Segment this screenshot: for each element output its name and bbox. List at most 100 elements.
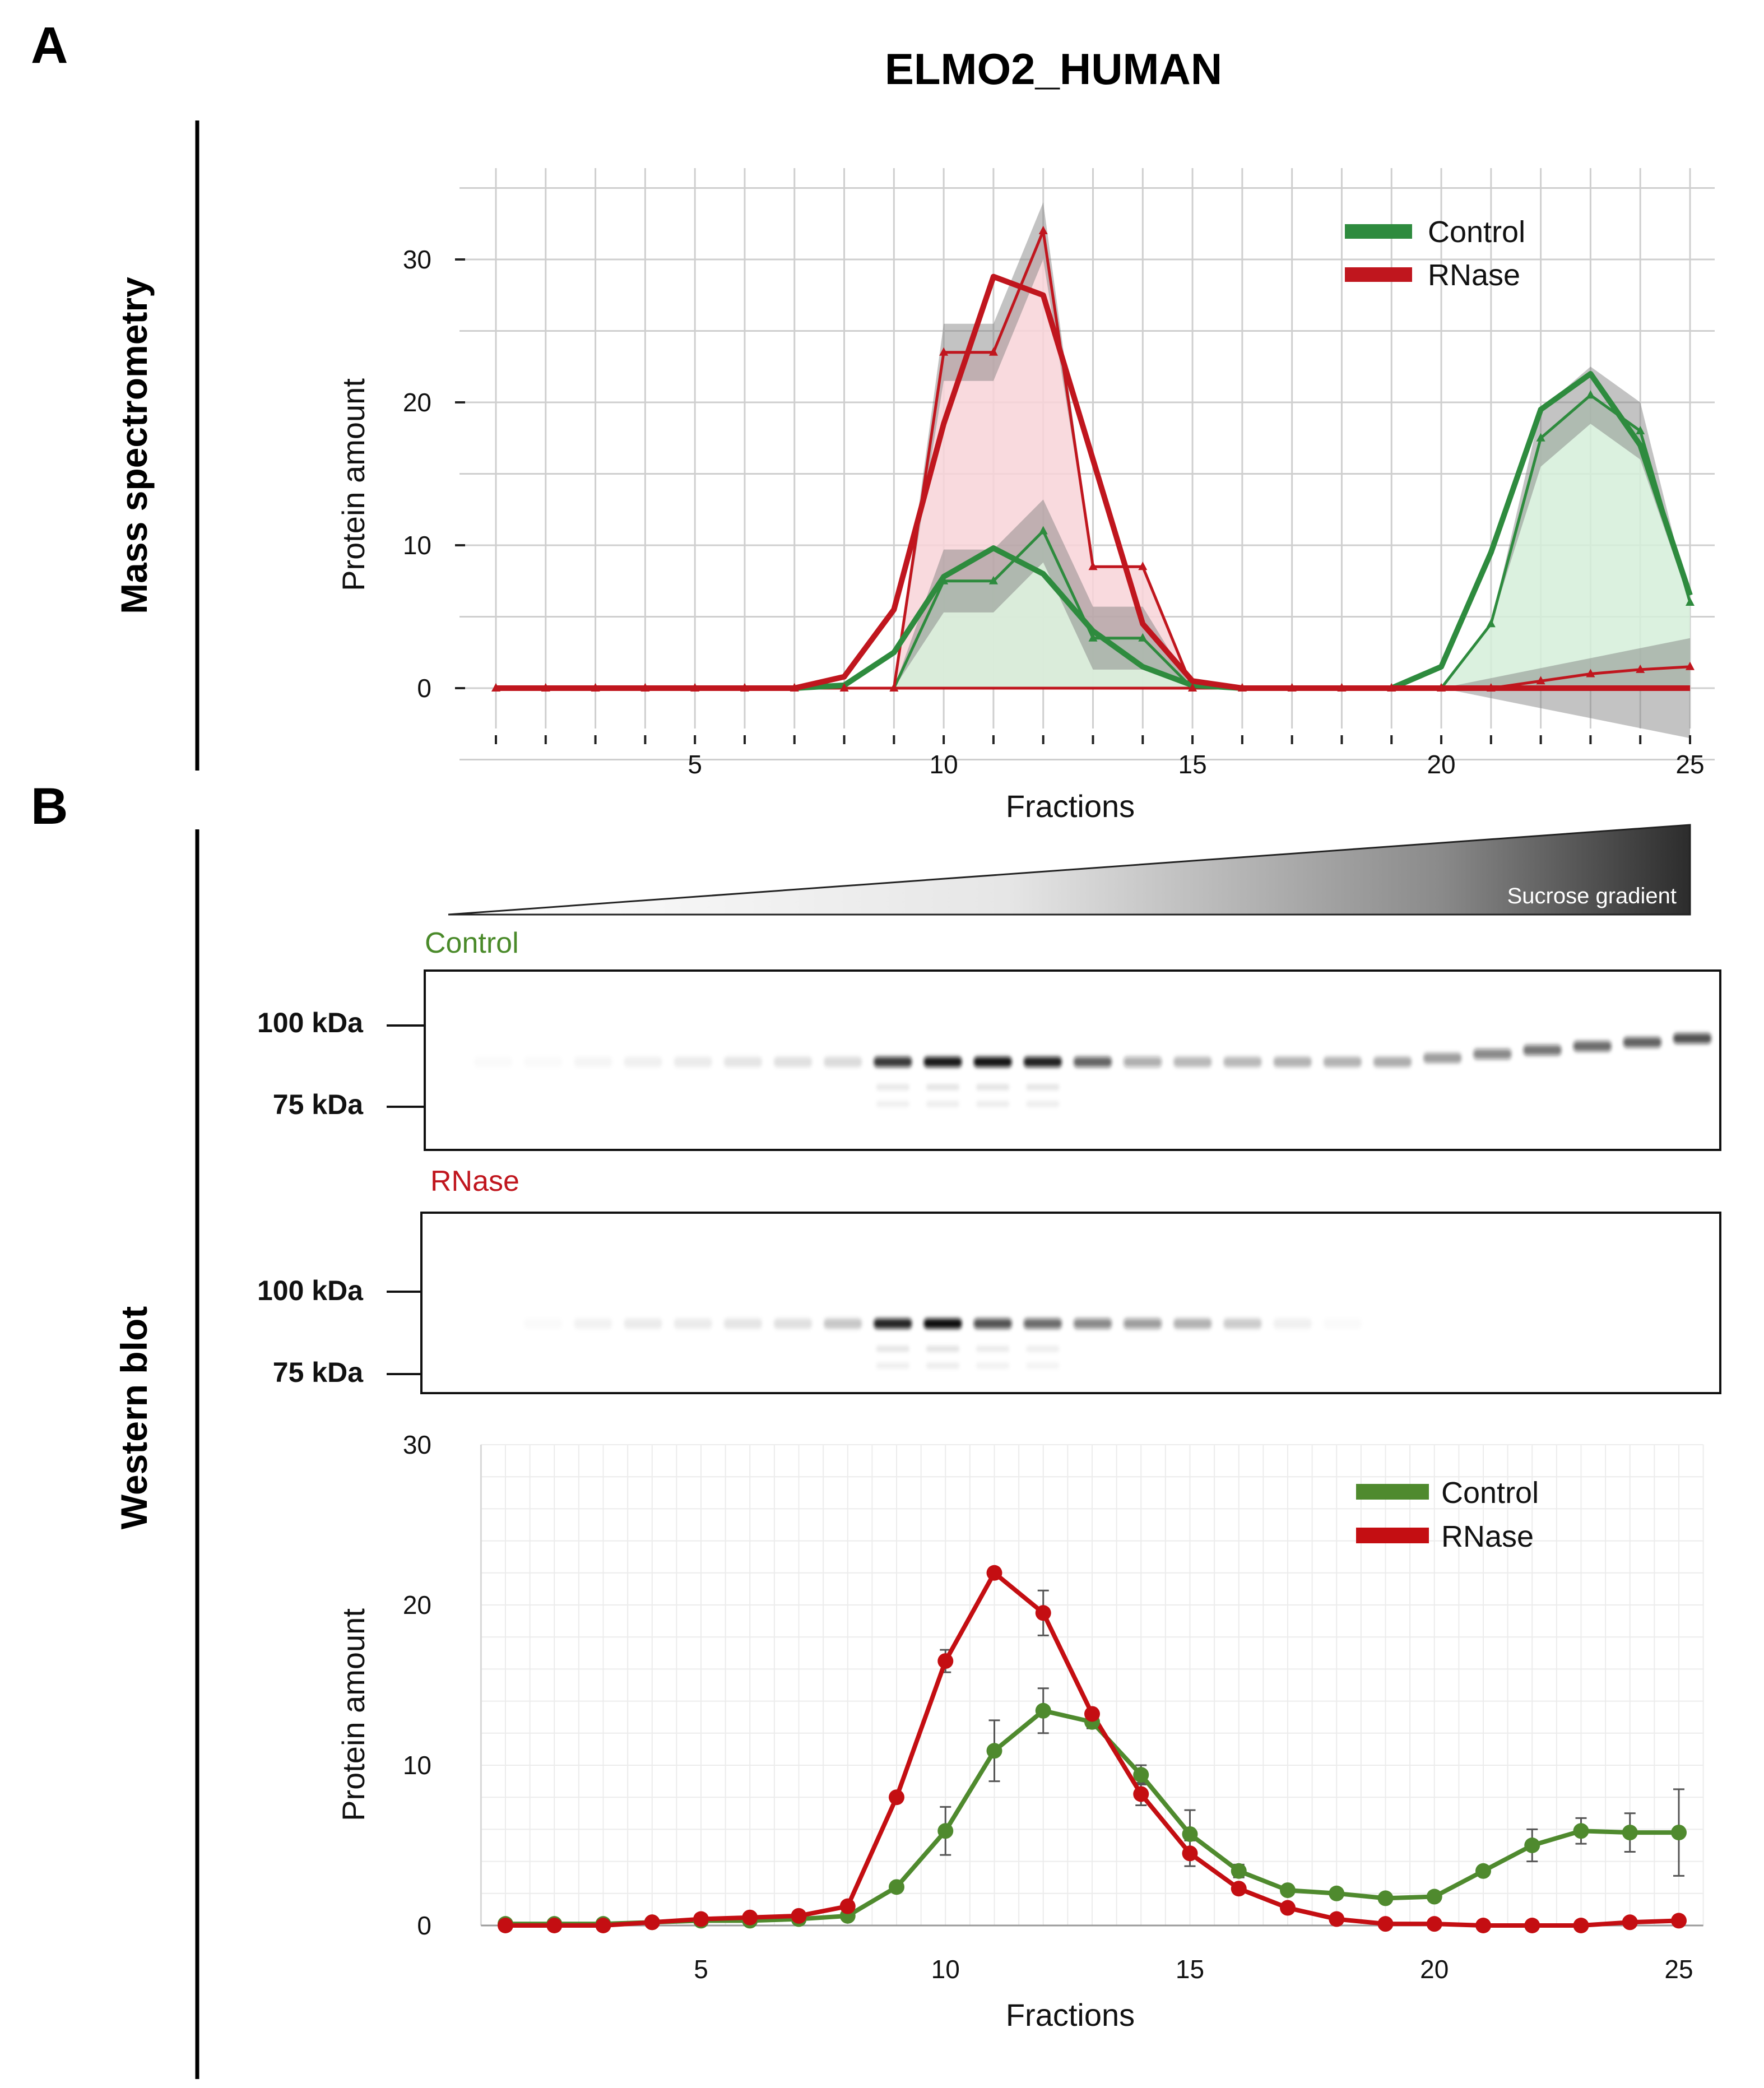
legend-swatch-control <box>1356 1484 1429 1500</box>
rnase-marker <box>690 683 700 692</box>
western-blot-y-axis-title: Protein amount <box>336 1608 371 1821</box>
blot-band <box>973 1057 1012 1067</box>
blot-control <box>424 969 1721 1151</box>
rnase-marker <box>889 683 899 692</box>
blot-band <box>1373 1057 1412 1067</box>
blot-band <box>574 1057 612 1067</box>
rnase-marker <box>889 1789 904 1806</box>
blot-faint-band <box>1025 1346 1060 1352</box>
blot-rnase-frame <box>420 1212 1721 1394</box>
control-marker <box>1426 1889 1442 1905</box>
blot-band <box>973 1319 1012 1329</box>
rnase-marker <box>1280 1900 1296 1916</box>
blot-band <box>1124 1319 1162 1329</box>
control-marker <box>889 1879 904 1895</box>
rnase-marker <box>591 683 600 692</box>
rnase-marker <box>742 1909 758 1925</box>
rnase-marker <box>839 683 849 692</box>
rnase-marker <box>939 347 949 356</box>
control-marker <box>1536 433 1545 442</box>
blot-faint-band <box>1025 1363 1060 1368</box>
blot-faint-band <box>1025 1084 1060 1090</box>
blot-band <box>1573 1041 1612 1051</box>
control-marker <box>1486 619 1496 628</box>
rnase-marker <box>1088 562 1098 570</box>
blot-faint-band <box>926 1101 960 1107</box>
y-tick-label: 30 <box>403 1430 431 1459</box>
control-marker <box>1138 633 1148 642</box>
legend-label-control: Control <box>1441 1476 1539 1510</box>
blot-band <box>874 1057 912 1067</box>
rnase-marker <box>491 683 500 692</box>
blot-band <box>624 1319 662 1329</box>
sucrose-gradient: Sucrose gradient <box>448 824 1691 916</box>
rnase-marker <box>1636 664 1645 673</box>
blot-faint-band <box>926 1346 960 1352</box>
blot-band <box>923 1319 962 1329</box>
blot-rnase <box>420 1212 1721 1394</box>
legend-label-rnase: RNase <box>1428 258 1520 292</box>
western-blot-grid <box>480 1444 1704 1927</box>
mass-spec-x-axis-title: Fractions <box>1006 788 1135 824</box>
western-blot-ticks: 0 10 20 30 5 10 15 20 25 <box>403 1430 1693 1984</box>
control-envelope-peak <box>496 366 1690 688</box>
control-marker <box>1686 597 1695 606</box>
blot-control-marker-75: 75 kDa <box>273 1089 364 1120</box>
blot-label-control: Control <box>425 927 519 959</box>
blot-faint-band <box>976 1363 1010 1368</box>
control-marker <box>937 1823 954 1839</box>
rnase-marker <box>937 1653 954 1669</box>
blot-band <box>774 1319 812 1329</box>
blot-band <box>1523 1045 1562 1055</box>
rnase-marker <box>541 683 550 692</box>
control-marker <box>1636 426 1645 434</box>
blot-control-marker-100: 100 kDa <box>257 1007 364 1038</box>
blot-faint-band <box>876 1101 910 1107</box>
blot-control-frame <box>424 969 1721 1151</box>
panel-a-letter: A <box>31 17 68 74</box>
control-marker <box>988 576 998 584</box>
western-blot-legend: Control RNase <box>1356 1476 1539 1553</box>
rnase-marker <box>1573 1918 1589 1933</box>
legend-label-rnase: RNase <box>1441 1520 1534 1553</box>
blot-rnase-marker-75: 75 kDa <box>273 1357 364 1388</box>
rnase-marker <box>1387 683 1396 692</box>
blot-faint-band <box>926 1084 960 1090</box>
control-marker <box>1088 633 1098 642</box>
blot-faint-band <box>976 1084 1010 1090</box>
control-marker <box>1622 1825 1638 1841</box>
western-blot-markers <box>498 1565 1687 1933</box>
blot-band <box>674 1057 712 1067</box>
control-marker <box>1524 1838 1540 1853</box>
rnase-marker <box>1622 1914 1638 1931</box>
y-tick-label: 10 <box>403 531 431 560</box>
blot-faint-band <box>1025 1101 1060 1107</box>
y-tick-label: 20 <box>403 388 431 417</box>
blot-band <box>1074 1057 1112 1067</box>
control-marker <box>1035 1702 1051 1719</box>
control-marker <box>1038 526 1048 535</box>
x-tick-label: 5 <box>688 750 702 779</box>
blot-band <box>1023 1319 1062 1329</box>
blot-control-bands <box>474 1033 1711 1107</box>
control-marker <box>1586 390 1595 399</box>
control-marker <box>986 1743 1002 1759</box>
blot-band <box>474 1057 512 1067</box>
western-blot-x-axis-title: Fractions <box>1006 1997 1135 2033</box>
blot-faint-band <box>876 1363 910 1368</box>
legend-label-control: Control <box>1428 215 1525 249</box>
blot-faint-band <box>876 1346 910 1352</box>
rnase-marker <box>988 347 998 356</box>
rnase-marker <box>1475 1918 1491 1933</box>
blot-band <box>1273 1319 1312 1329</box>
figure-title: ELMO2_HUMAN <box>885 44 1222 94</box>
rnase-marker <box>1426 1916 1442 1932</box>
blot-band <box>1323 1057 1362 1067</box>
rnase-marker <box>1287 683 1297 692</box>
rnase-marker <box>640 683 650 692</box>
blot-faint-band <box>976 1101 1010 1107</box>
blot-band <box>1623 1037 1661 1047</box>
rnase-marker <box>1377 1916 1394 1932</box>
blot-rnase-marker-100: 100 kDa <box>257 1275 364 1306</box>
